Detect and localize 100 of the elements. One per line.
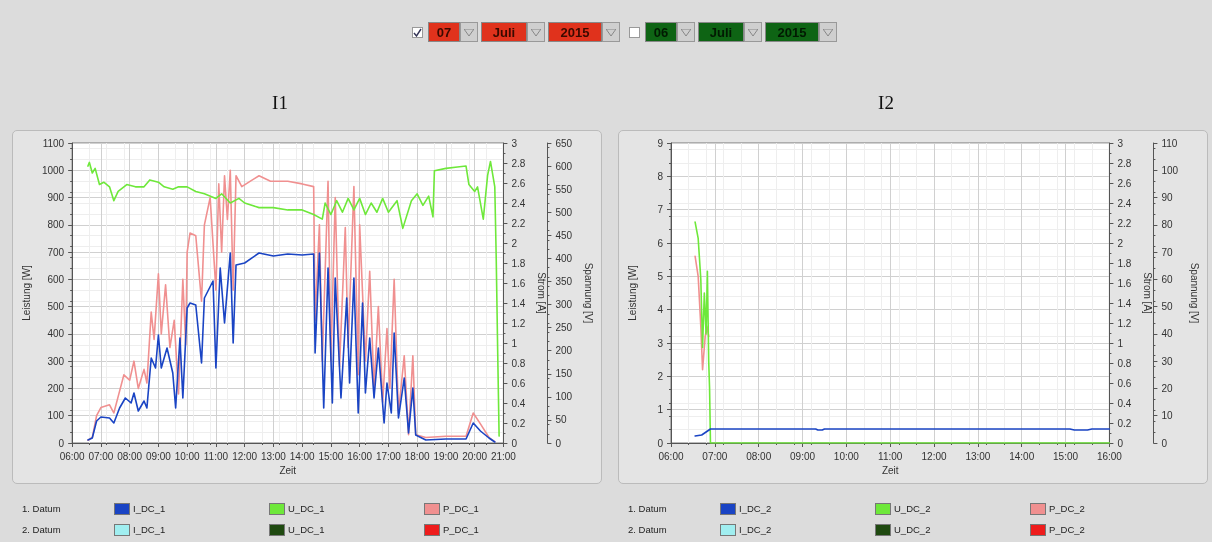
y2-tick-label: 0: [1117, 437, 1124, 449]
y3-tick-label: 100: [555, 391, 573, 403]
y3-tick-label: 70: [1161, 246, 1173, 258]
y2-tick-label: 2.6: [1117, 177, 1132, 189]
y2-tick-label: 0.2: [1117, 417, 1132, 429]
y3-tick-label: 250: [555, 322, 573, 334]
x-tick-label: 11:00: [203, 450, 229, 462]
y-tick-label: 800: [47, 219, 65, 231]
y2-tick-label: 0.6: [1117, 377, 1132, 389]
x-tick-label: 18:00: [404, 450, 431, 462]
line-series: [87, 252, 496, 443]
y2-tick-label: 2.4: [1117, 197, 1132, 209]
legend-label: I_DC_1: [133, 524, 166, 535]
y2-tick-label: 0.8: [1117, 357, 1132, 369]
legend-label: I_DC_1: [133, 503, 166, 514]
y-tick-label: 9: [657, 137, 664, 149]
text: 2015: [765, 22, 819, 42]
y3-tick-label: 300: [555, 299, 573, 311]
y2-tick-label: 2.8: [1117, 157, 1132, 169]
x-tick-label: 09:00: [790, 450, 816, 462]
y2-tick-label: 2.8: [511, 157, 526, 169]
y-tick-label: 900: [47, 192, 65, 204]
chart-title: I1: [271, 92, 289, 114]
y-tick-label: 300: [47, 355, 65, 367]
x-tick-label: 06:00: [658, 450, 684, 462]
y2-tick-label: 1.6: [1117, 277, 1132, 289]
y2-tick-label: 0: [511, 437, 518, 449]
y-tick-label: 5: [657, 270, 664, 282]
x-tick-label: 19:00: [433, 450, 459, 462]
y3-tick-label: 110: [1161, 137, 1178, 149]
y2-tick-label: 1.8: [1117, 257, 1132, 269]
y2-tick-label: 2.4: [511, 197, 526, 209]
legend-label: U_DC_1: [288, 524, 325, 535]
x-tick-label: 15:00: [318, 450, 344, 462]
y2-tick-label: 1: [1117, 337, 1124, 349]
y3-tick-label: 20: [1161, 382, 1173, 394]
legend-label: P_DC_2: [1049, 503, 1085, 514]
text: 1. Datum: [627, 503, 668, 514]
legend-label: I_DC_2: [739, 524, 772, 535]
y-axis-title: Leistung [W]: [626, 264, 638, 321]
y2-tick-label: 1.4: [511, 297, 526, 309]
y3-axis-title: Spannung [V]: [582, 262, 594, 324]
y3-tick-label: 400: [555, 252, 573, 264]
y3-tick-label: 0: [555, 437, 562, 449]
y-tick-label: 6: [657, 237, 664, 249]
y3-tick-label: 40: [1161, 328, 1173, 340]
y3-tick-label: 80: [1161, 219, 1173, 231]
text: Juli: [481, 22, 527, 42]
legend-label: P_DC_2: [1049, 524, 1085, 535]
y3-tick-label: 150: [555, 368, 573, 380]
y2-tick-label: 0.8: [511, 357, 526, 369]
y3-tick-label: 50: [1161, 301, 1173, 313]
x-tick-label: 07:00: [702, 450, 728, 462]
text: 2. Datum: [21, 524, 62, 535]
legend-label: P_DC_1: [443, 524, 479, 535]
y3-tick-label: 550: [555, 183, 573, 195]
x-tick-label: 16:00: [347, 450, 373, 462]
y3-tick-label: 200: [555, 345, 573, 357]
x-tick-label: 10:00: [833, 450, 860, 462]
y2-tick-label: 0.6: [511, 377, 526, 389]
y-tick-label: 0: [657, 437, 664, 449]
y-tick-label: 100: [47, 410, 65, 422]
legend-label: U_DC_2: [894, 503, 931, 514]
y-tick-label: 200: [47, 382, 65, 394]
y-tick-label: 1: [657, 404, 664, 416]
x-tick-label: 12:00: [921, 450, 947, 462]
y3-tick-label: 90: [1161, 192, 1173, 204]
x-tick-label: 08:00: [117, 450, 143, 462]
y2-tick-label: 0.4: [511, 397, 526, 409]
y2-tick-label: 2.6: [511, 177, 526, 189]
y2-tick-label: 1.2: [1117, 317, 1132, 329]
x-tick-label: 11:00: [878, 450, 903, 462]
y3-tick-label: 650: [555, 137, 573, 149]
y2-tick-label: 3: [511, 137, 518, 149]
y2-tick-label: 0.2: [511, 417, 526, 429]
chart-title: I2: [877, 92, 895, 114]
y-axis-title: Leistung [W]: [20, 264, 32, 321]
y2-tick-label: 2: [511, 237, 518, 249]
y3-tick-label: 60: [1161, 273, 1173, 285]
x-axis-title: Zeit: [279, 465, 297, 477]
x-tick-label: 13:00: [260, 450, 287, 462]
y2-tick-label: 0.4: [1117, 397, 1132, 409]
y3-tick-label: 600: [555, 160, 573, 172]
y-tick-label: 3: [657, 337, 664, 349]
y-tick-label: 8: [657, 170, 664, 182]
text: 06: [645, 22, 677, 42]
y2-axis-title: Strom [A]: [535, 272, 547, 315]
y2-tick-label: 2.2: [1117, 217, 1132, 229]
x-tick-label: 12:00: [232, 450, 258, 462]
y-tick-label: 700: [47, 246, 65, 258]
y3-axis-title: Spannung [V]: [1188, 262, 1200, 324]
text: 07: [428, 22, 460, 42]
x-axis-title: Zeit: [881, 465, 899, 477]
x-tick-label: 13:00: [965, 450, 991, 462]
text: Juli: [698, 22, 744, 42]
y-tick-label: 600: [47, 273, 65, 285]
y-tick-label: 1100: [42, 137, 65, 149]
y-tick-label: 7: [657, 204, 664, 216]
y3-tick-label: 50: [555, 414, 567, 426]
line-series: [694, 221, 1111, 444]
